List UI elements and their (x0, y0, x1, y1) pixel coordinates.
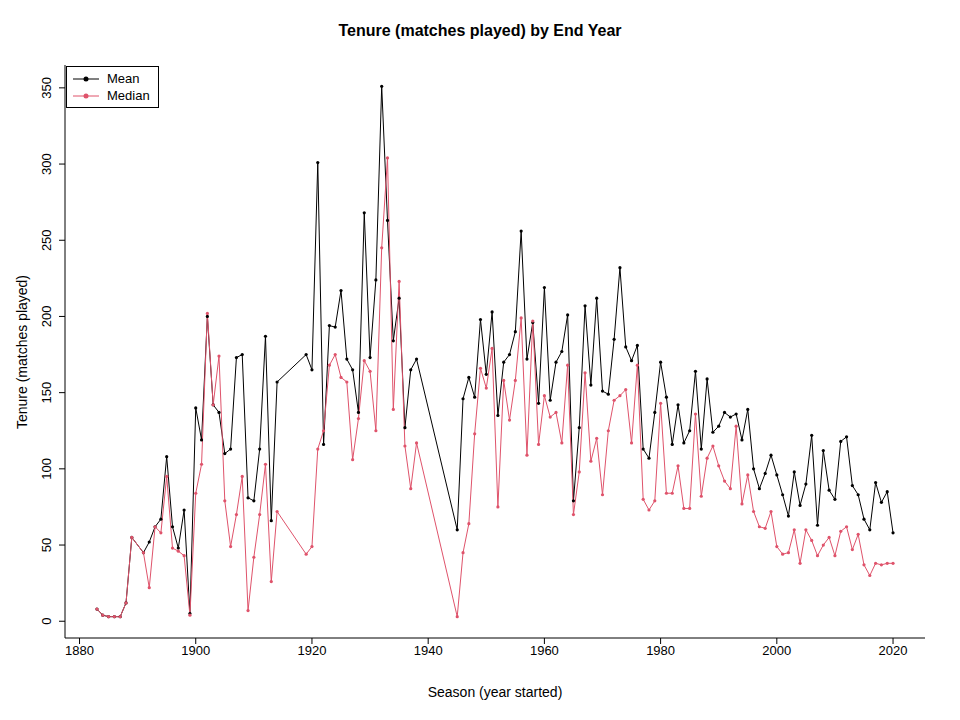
svg-text:2000: 2000 (762, 643, 791, 658)
html-text:Season (year started): Season (year started) (427, 684, 563, 700)
svg-text:1980: 1980 (646, 643, 675, 658)
svg-text:1940: 1940 (414, 643, 443, 658)
svg-text:2020: 2020 (879, 643, 908, 658)
svg-text:50: 50 (39, 538, 54, 552)
svg-text:200: 200 (39, 306, 54, 328)
svg-text:0: 0 (39, 618, 54, 625)
svg-text:1900: 1900 (181, 643, 210, 658)
svg-text:1920: 1920 (297, 643, 326, 658)
svg-text:100: 100 (39, 458, 54, 480)
svg-text:1960: 1960 (530, 643, 559, 658)
html-text:Tenure (matches played): Tenure (matches played) (14, 274, 30, 429)
html-text:Tenure (matches played) by End: Tenure (matches played) by End Year (338, 22, 622, 39)
svg-text:1880: 1880 (65, 643, 94, 658)
svg-text:250: 250 (39, 229, 54, 251)
svg-text:350: 350 (39, 77, 54, 99)
html-text:Mean: Mean (107, 71, 140, 86)
svg-text:300: 300 (39, 153, 54, 175)
svg-text:150: 150 (39, 382, 54, 404)
html-text:Median: Median (107, 88, 150, 103)
